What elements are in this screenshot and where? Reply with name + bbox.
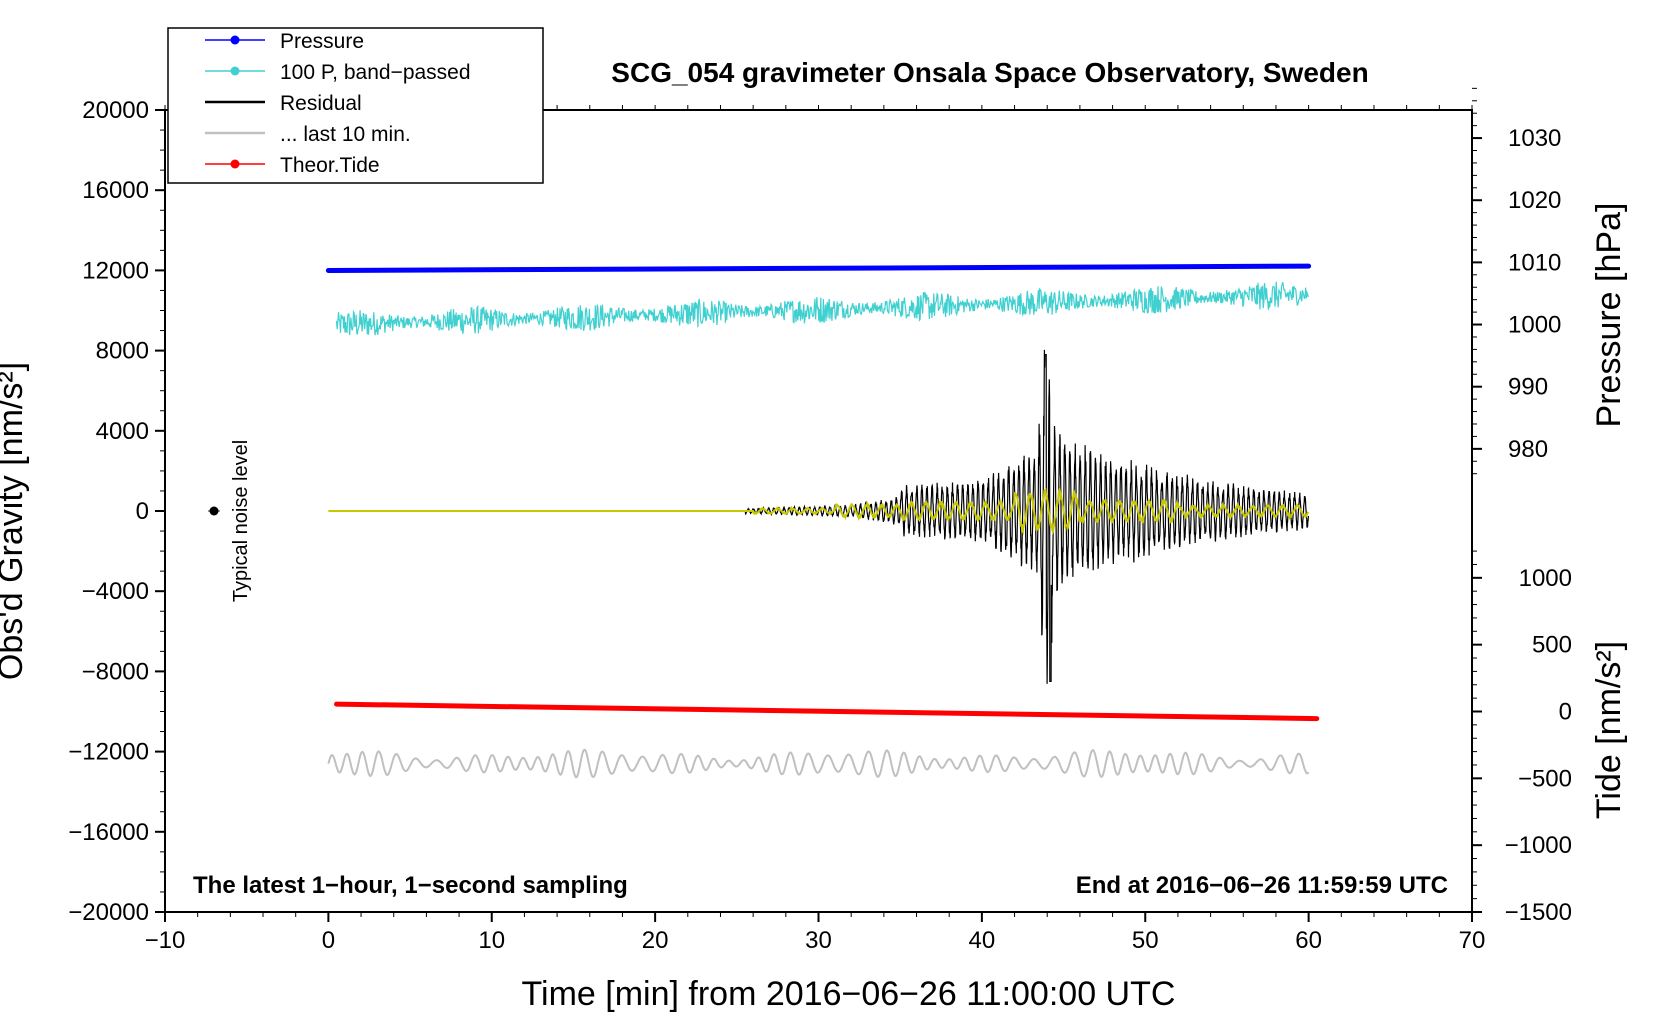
x-tick-label: 50: [1132, 927, 1159, 954]
legend-label: Pressure: [280, 30, 364, 53]
series-residual-filtered: [328, 485, 1310, 536]
tide-tick-label: 500: [1532, 632, 1572, 659]
series-last-10-min: [327, 748, 1310, 779]
text-layer: Typical noise level Time [min] from 2016−…: [0, 57, 1628, 1013]
tide-tick-label: −500: [1518, 765, 1572, 792]
annotation-sampling: The latest 1−hour, 1−second sampling: [193, 872, 628, 899]
x-tick-label: 60: [1295, 927, 1322, 954]
pressure-tick-label: 1000: [1508, 312, 1561, 339]
noise-marker-point: [209, 506, 219, 516]
pressure-tick-label: 1030: [1508, 125, 1561, 152]
y-tick-label: −8000: [82, 658, 149, 685]
axes-layer: −10 0 10 20 30 40 50 60 70−20000−16000−12000−800…: [68, 87, 1572, 954]
pressure-tick-label: 980: [1508, 436, 1548, 463]
legend: Pressure 100 P, band−passed Residual ... la…: [167, 27, 544, 184]
noise-level-label: Typical noise level: [230, 440, 252, 602]
y-axis-title-pressure: Pressure [hPa]: [1590, 203, 1628, 428]
x-tick-label: 0: [322, 927, 335, 954]
legend-label: Residual: [280, 92, 362, 115]
legend-marker: [230, 159, 240, 169]
y-tick-label: 16000: [82, 177, 149, 204]
y-tick-label: −12000: [68, 739, 149, 766]
x-tick-label: −10: [145, 927, 186, 954]
tide-tick-label: 1000: [1519, 565, 1572, 592]
legend-label: Theor.Tide: [280, 154, 380, 177]
y-axis-title-tide: Tide [nm/s²]: [1590, 641, 1628, 819]
legend-marker: [230, 66, 240, 76]
pressure-tick-label: 990: [1508, 374, 1548, 401]
series-pressure-band-passed: [335, 281, 1309, 336]
legend-marker: [230, 35, 240, 45]
tide-tick-label: −1000: [1505, 832, 1572, 859]
series-theoretical-tide: [334, 701, 1320, 722]
tide-tick-label: −1500: [1505, 899, 1572, 926]
x-tick-label: 20: [642, 927, 669, 954]
x-tick-label: 40: [969, 927, 996, 954]
x-tick-label: 70: [1459, 927, 1486, 954]
y-tick-label: −16000: [68, 819, 149, 846]
x-tick-label: 30: [805, 927, 832, 954]
legend-label: 100 P, band−passed: [280, 61, 471, 84]
y-tick-label: 8000: [96, 338, 149, 365]
series-layer: [208, 263, 1320, 779]
tide-tick-label: 0: [1559, 699, 1572, 726]
series-pressure: [325, 263, 1312, 273]
series-residual: [744, 349, 1309, 684]
annotation-end-time: End at 2016−06−26 11:59:59 UTC: [1076, 872, 1448, 899]
legend-label: ... last 10 min.: [280, 123, 411, 146]
y-tick-label: −20000: [68, 899, 149, 926]
legend-box: [167, 27, 544, 184]
y-tick-label: 20000: [82, 97, 149, 124]
y-tick-label: 4000: [96, 418, 149, 445]
chart-title: SCG_054 gravimeter Onsala Space Observat…: [611, 57, 1368, 88]
y-tick-label: 0: [136, 498, 149, 525]
y-axis-title-left: Obs'd Gravity [nm/s²]: [0, 362, 30, 680]
x-axis-title: Time [min] from 2016−06−26 11:00:00 UTC: [522, 975, 1176, 1013]
y-tick-label: 12000: [82, 257, 149, 284]
pressure-tick-label: 1010: [1508, 249, 1561, 276]
x-tick-label: 10: [478, 927, 505, 954]
y-tick-label: −4000: [82, 578, 149, 605]
pressure-tick-label: 1020: [1508, 187, 1561, 214]
